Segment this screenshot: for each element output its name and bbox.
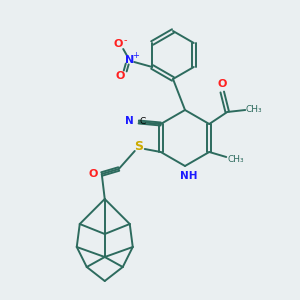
- Text: +: +: [132, 50, 139, 59]
- Text: N: N: [124, 55, 134, 65]
- Text: N: N: [125, 116, 134, 126]
- Text: CH₃: CH₃: [228, 155, 244, 164]
- Text: O: O: [113, 39, 123, 49]
- Text: O: O: [88, 169, 98, 179]
- Text: C: C: [140, 118, 146, 127]
- Text: NH: NH: [180, 171, 198, 181]
- Text: CH₃: CH₃: [246, 106, 262, 115]
- Text: O: O: [218, 79, 227, 89]
- Text: -: -: [124, 35, 127, 45]
- Text: S: S: [134, 140, 143, 154]
- Text: O: O: [116, 71, 125, 81]
